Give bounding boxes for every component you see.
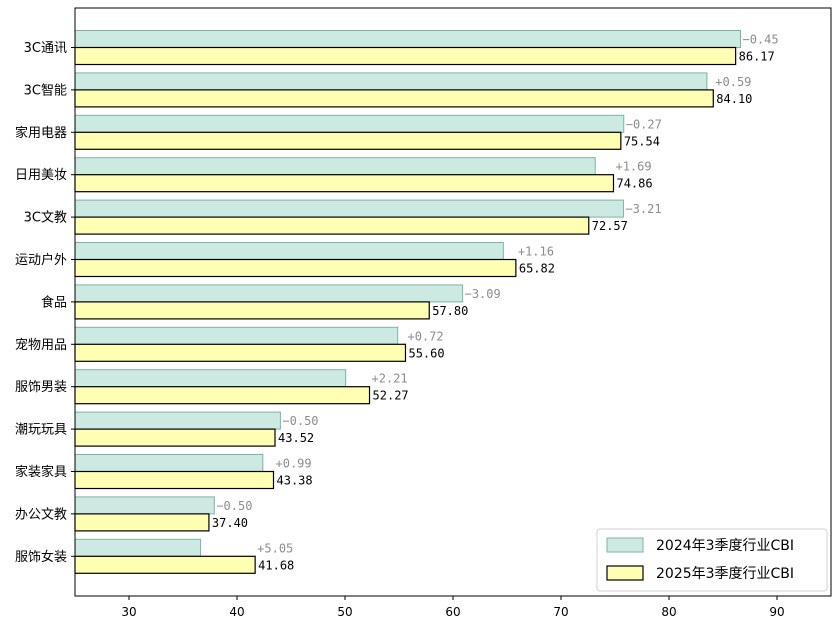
- value-label: 43.38: [277, 474, 313, 488]
- bar-2025: [74, 216, 590, 235]
- value-label: 75.54: [624, 134, 660, 148]
- legend: 2024年3季度行业CBI 2025年3季度行业CBI: [596, 528, 828, 592]
- x-tick-label: 80: [661, 605, 676, 619]
- value-label: 84.10: [716, 92, 752, 106]
- bar-2024: [74, 454, 264, 472]
- bar-2025: [74, 386, 371, 405]
- difference-label: −3.21: [625, 202, 661, 216]
- bar-2025: [74, 555, 256, 574]
- difference-label: −0.50: [282, 414, 318, 428]
- difference-labels: −0.45 +0.59 −0.27 +1.69 −3.21 +1.16 −3.09 +0.72…: [216, 33, 778, 556]
- difference-label: −0.50: [216, 499, 252, 513]
- bar-2024: [74, 369, 347, 388]
- legend-swatch-2024: [606, 537, 644, 553]
- bar-2024: [74, 114, 625, 133]
- difference-label: +5.05: [257, 541, 293, 555]
- category-label: 服饰男装: [15, 380, 67, 395]
- series-2025-bars: [74, 46, 737, 574]
- value-label: 41.68: [258, 558, 294, 572]
- x-tick-label: 50: [337, 605, 352, 619]
- x-axis: 30 40 50 60 70 80 90: [121, 596, 785, 619]
- bar-2024: [74, 157, 596, 176]
- category-label: 运动户外: [15, 252, 67, 268]
- bar-2025: [74, 258, 517, 278]
- value-label: 72.57: [592, 219, 628, 233]
- value-label: 65.82: [519, 262, 555, 276]
- value-labels: 86.17 84.10 75.54 74.86 72.57 65.82 57.80 55.60…: [212, 50, 775, 573]
- category-label: 宠物用品: [15, 337, 67, 353]
- difference-label: +0.72: [407, 329, 443, 343]
- legend-label-2024: 2024年3季度行业CBI: [656, 538, 794, 554]
- value-label: 43.52: [278, 431, 314, 445]
- category-label: 家装家具: [15, 464, 67, 480]
- category-label: 家用电器: [15, 125, 67, 141]
- value-label: 52.27: [373, 389, 409, 403]
- bar-2024: [74, 284, 464, 303]
- value-label: 37.40: [212, 516, 248, 530]
- bar-2025: [74, 301, 430, 320]
- bar-2024: [74, 72, 708, 91]
- difference-label: +1.69: [615, 160, 651, 174]
- value-label: 55.60: [408, 346, 444, 360]
- bar-2025: [74, 89, 714, 108]
- bar-2024: [74, 199, 624, 218]
- bar-2024: [74, 242, 504, 260]
- value-label: 57.80: [432, 304, 468, 318]
- category-label: 食品: [41, 294, 67, 310]
- bar-2025: [74, 46, 737, 66]
- bar-2024: [74, 326, 399, 345]
- category-label: 3C文教: [24, 210, 67, 226]
- x-tick-label: 70: [553, 605, 568, 619]
- difference-label: −3.09: [465, 287, 501, 301]
- x-tick-label: 40: [229, 605, 244, 619]
- legend-swatch-2025: [606, 565, 644, 581]
- bar-2024: [74, 538, 202, 557]
- category-label: 3C通讯: [24, 41, 67, 56]
- bar-2024: [74, 496, 215, 515]
- difference-label: +0.59: [715, 75, 751, 89]
- difference-label: +0.99: [276, 457, 312, 471]
- x-tick-label: 60: [445, 605, 460, 619]
- bar-2025: [74, 174, 615, 193]
- x-tick-label: 30: [121, 605, 136, 619]
- category-label: 办公文教: [15, 506, 67, 522]
- difference-label: −0.27: [626, 117, 662, 131]
- category-label: 潮玩玩具: [15, 423, 67, 438]
- difference-label: −0.45: [742, 33, 778, 47]
- value-label: 86.17: [739, 50, 775, 64]
- category-label: 日用美妆: [15, 168, 67, 183]
- legend-box: [596, 528, 828, 592]
- difference-label: +2.21: [372, 372, 408, 386]
- bar-2025: [74, 131, 622, 150]
- bar-2025: [74, 343, 407, 362]
- bar-2025: [74, 513, 210, 532]
- bar-2025: [74, 470, 275, 490]
- bar-2025: [74, 428, 276, 447]
- x-tick-label: 90: [769, 605, 784, 619]
- category-label: 3C智能: [24, 83, 67, 98]
- difference-label: +1.16: [518, 245, 554, 259]
- bar-2024: [74, 411, 281, 430]
- value-label: 74.86: [616, 177, 652, 191]
- category-label: 服饰女装: [15, 549, 67, 565]
- plot-frame: [74, 7, 832, 597]
- bar-2024: [74, 30, 741, 48]
- legend-label-2025: 2025年3季度行业CBI: [656, 566, 794, 582]
